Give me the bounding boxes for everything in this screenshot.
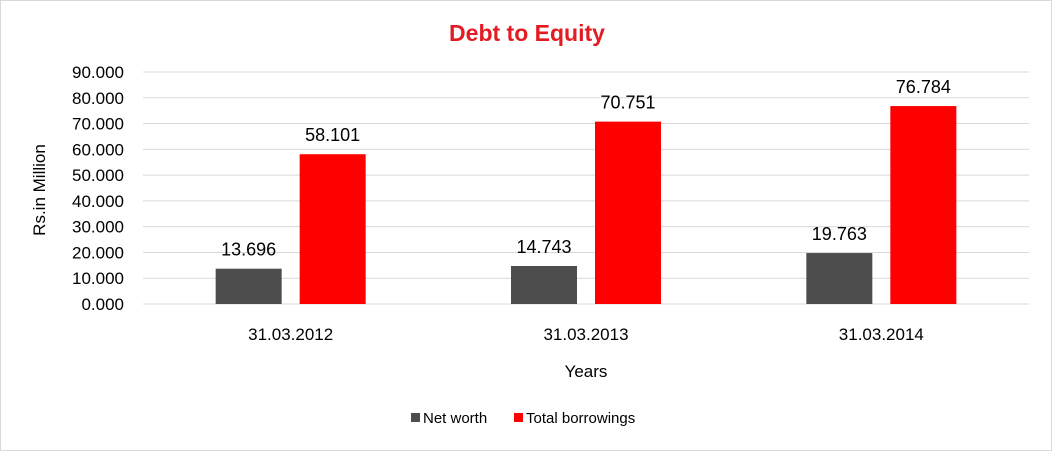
y-tick-label: 30.000	[72, 218, 124, 237]
x-tick-label: 31.03.2014	[839, 325, 924, 344]
legend: Net worth Total borrowings	[411, 410, 635, 427]
data-label: 76.784	[896, 77, 951, 97]
bar-total-borrowings	[299, 154, 366, 304]
bars	[215, 106, 957, 305]
data-label: 13.696	[221, 240, 276, 260]
y-tick-label: 90.000	[72, 63, 124, 82]
legend-label: Total borrowings	[526, 410, 635, 427]
x-tick-label: 31.03.2013	[543, 325, 628, 344]
y-tick-label: 40.000	[72, 192, 124, 211]
grid-lines	[143, 71, 1029, 305]
x-tick-label: 31.03.2012	[248, 325, 333, 344]
bar-total-borrowings	[890, 106, 957, 305]
legend-item: Net worth	[411, 410, 487, 427]
y-axis-title: Rs.in Million	[30, 144, 49, 236]
bar-net-worth	[215, 268, 282, 304]
legend-label: Net worth	[423, 410, 487, 427]
data-labels: 13.696 58.101 14.743 70.751 19.763 76.784	[221, 77, 951, 260]
y-tick-label: 60.000	[72, 140, 124, 159]
legend-item: Total borrowings	[514, 410, 635, 427]
data-label: 70.751	[600, 93, 655, 113]
chart-title: Debt to Equity	[449, 20, 605, 46]
bar-net-worth	[806, 253, 873, 304]
data-label: 58.101	[305, 125, 360, 145]
y-tick-label: 20.000	[72, 243, 124, 262]
data-label: 19.763	[812, 224, 867, 244]
y-tick-label: 50.000	[72, 166, 124, 185]
y-tick-label: 10.000	[72, 269, 124, 288]
x-axis-title: Years	[565, 362, 608, 381]
bar-total-borrowings	[595, 121, 661, 304]
bar-net-worth	[511, 265, 577, 304]
legend-swatch	[514, 413, 523, 422]
x-axis-ticks: 31.03.2012 31.03.2013 31.03.2014	[248, 325, 924, 344]
legend-swatch	[411, 413, 420, 422]
y-tick-label: 0.000	[81, 295, 124, 314]
y-tick-label: 70.000	[72, 115, 124, 134]
y-tick-label: 80.000	[72, 89, 124, 108]
data-label: 14.743	[516, 237, 571, 257]
y-axis-ticks: 0.000 10.000 20.000 30.000 40.000 50.000 60.00…	[72, 63, 124, 314]
